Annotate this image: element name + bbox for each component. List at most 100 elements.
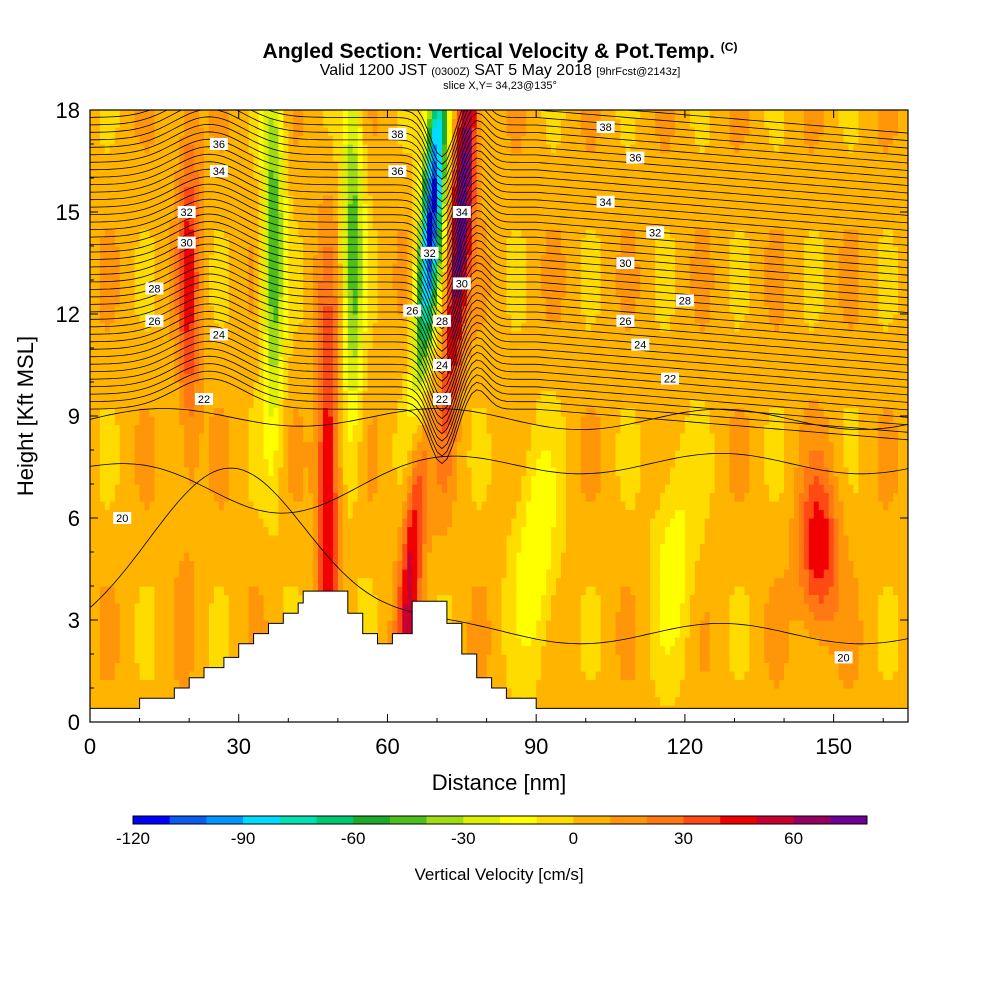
velocity-cell	[372, 603, 379, 613]
velocity-cell	[422, 484, 428, 494]
velocity-cell	[154, 679, 161, 689]
velocity-cell	[104, 331, 111, 341]
velocity-cell	[422, 586, 428, 596]
velocity-cell	[164, 671, 170, 681]
velocity-cell	[377, 254, 384, 264]
velocity-cell	[238, 552, 245, 562]
velocity-cell	[407, 246, 413, 256]
velocity-cell	[104, 305, 111, 315]
velocity-cell	[327, 518, 334, 528]
velocity-cell	[179, 509, 185, 519]
velocity-cell	[407, 543, 413, 553]
velocity-cell	[213, 586, 220, 596]
velocity-cell	[204, 331, 210, 341]
velocity-cell	[412, 509, 418, 519]
velocity-cell	[387, 152, 394, 162]
velocity-cell	[233, 152, 240, 162]
velocity-cell	[144, 169, 151, 179]
velocity-cell	[382, 475, 389, 485]
velocity-cell	[337, 288, 344, 298]
velocity-cell	[323, 263, 329, 273]
velocity-cell	[134, 127, 141, 137]
velocity-cell	[243, 611, 250, 621]
velocity-cell	[313, 110, 319, 120]
velocity-cell	[392, 229, 398, 239]
velocity-cell	[367, 348, 374, 358]
velocity-cell	[337, 271, 344, 281]
velocity-cell	[288, 110, 294, 120]
velocity-cell	[253, 458, 260, 468]
velocity-cell	[179, 246, 185, 256]
velocity-cell	[129, 603, 136, 613]
velocity-cell	[387, 186, 394, 196]
velocity-cell	[327, 356, 334, 366]
velocity-cell	[99, 594, 106, 604]
velocity-cell	[347, 297, 354, 307]
velocity-cell	[114, 212, 121, 222]
velocity-cell	[94, 212, 101, 222]
velocity-cell	[253, 373, 260, 383]
velocity-cell	[233, 569, 240, 579]
velocity-cell	[412, 458, 418, 468]
velocity-cell	[372, 424, 379, 434]
velocity-cell	[99, 186, 106, 196]
velocity-cell	[288, 331, 294, 341]
velocity-cell	[258, 271, 265, 281]
velocity-cell	[432, 526, 438, 536]
velocity-cell	[382, 203, 389, 213]
velocity-cell	[104, 246, 111, 256]
velocity-cell	[129, 679, 136, 689]
velocity-cell	[308, 271, 314, 281]
velocity-cell	[243, 297, 250, 307]
velocity-cell	[392, 390, 398, 400]
velocity-cell	[327, 492, 334, 502]
velocity-cell	[337, 110, 344, 120]
velocity-cell	[313, 161, 319, 171]
velocity-cell	[204, 543, 210, 553]
velocity-cell	[397, 110, 403, 120]
velocity-cell	[238, 348, 245, 358]
velocity-cell	[417, 322, 423, 332]
velocity-cell	[283, 186, 289, 196]
velocity-cell	[228, 577, 235, 587]
velocity-cell	[248, 424, 255, 434]
velocity-cell	[119, 637, 126, 647]
velocity-cell	[124, 237, 131, 247]
velocity-cell	[213, 407, 220, 417]
velocity-cell	[218, 339, 225, 349]
velocity-cell	[357, 543, 364, 553]
velocity-cell	[114, 348, 121, 358]
velocity-cell	[387, 144, 394, 154]
velocity-cell	[124, 212, 131, 222]
velocity-cell	[382, 424, 389, 434]
velocity-cell	[352, 501, 359, 511]
velocity-cell	[243, 577, 250, 587]
velocity-cell	[372, 594, 379, 604]
velocity-cell	[94, 518, 101, 528]
velocity-cell	[238, 535, 245, 545]
velocity-cell	[278, 348, 284, 358]
velocity-cell	[253, 543, 260, 553]
velocity-cell	[402, 331, 408, 341]
velocity-cell	[347, 552, 354, 562]
velocity-cell	[223, 424, 230, 434]
velocity-cell	[238, 382, 245, 392]
velocity-cell	[94, 271, 101, 281]
velocity-cell	[218, 450, 225, 460]
velocity-cell	[114, 220, 121, 230]
velocity-cell	[233, 305, 240, 315]
velocity-cell	[253, 339, 260, 349]
velocity-cell	[204, 186, 210, 196]
velocity-cell	[169, 186, 175, 196]
velocity-cell	[298, 339, 304, 349]
velocity-cell	[298, 237, 304, 247]
velocity-cell	[119, 594, 126, 604]
velocity-cell	[303, 424, 309, 434]
velocity-cell	[347, 331, 354, 341]
velocity-cell	[288, 399, 294, 409]
velocity-cell	[362, 518, 369, 528]
velocity-cell	[184, 569, 190, 579]
velocity-cell	[323, 288, 329, 298]
velocity-cell	[258, 492, 265, 502]
velocity-cell	[104, 288, 111, 298]
